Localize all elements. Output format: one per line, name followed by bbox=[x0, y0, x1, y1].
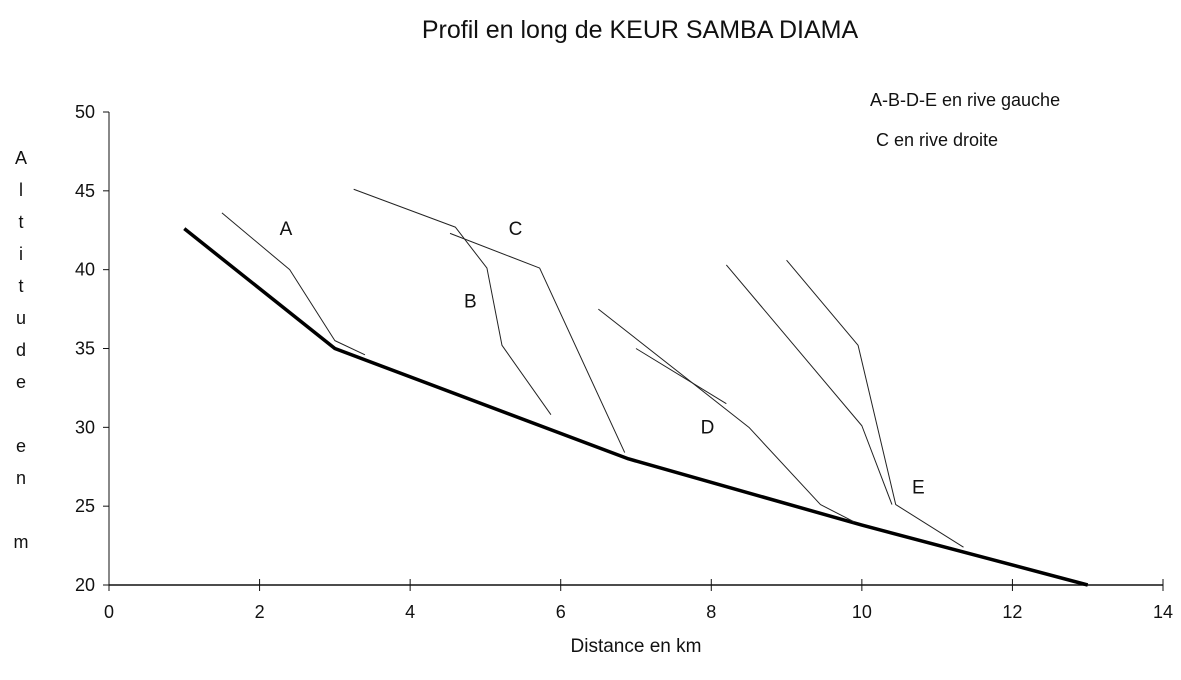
x-tick-label: 10 bbox=[852, 602, 872, 622]
line-label: D bbox=[701, 418, 715, 439]
y-tick-label: 35 bbox=[75, 339, 95, 359]
line-label: A bbox=[280, 219, 293, 240]
profile-line bbox=[183, 227, 1089, 587]
line-label: E bbox=[912, 478, 925, 499]
y-tick-label: 50 bbox=[75, 102, 95, 122]
y-tick-label: 25 bbox=[75, 496, 95, 516]
profile-line bbox=[635, 348, 727, 405]
x-tick-label: 2 bbox=[255, 602, 265, 622]
profile-line bbox=[725, 264, 893, 505]
x-tick-label: 12 bbox=[1002, 602, 1022, 622]
y-tick-label: 45 bbox=[75, 181, 95, 201]
y-tick-label: 30 bbox=[75, 417, 95, 437]
profile-line bbox=[221, 212, 366, 356]
note: C en rive droite bbox=[876, 130, 998, 150]
y-tick-label: 20 bbox=[75, 575, 95, 595]
line-label: B bbox=[464, 292, 477, 313]
profile-line bbox=[353, 188, 552, 416]
x-tick-label: 0 bbox=[104, 602, 114, 622]
note: A-B-D-E en rive gauche bbox=[870, 90, 1060, 110]
x-axis-label: Distance en km bbox=[571, 636, 702, 657]
line-label: C bbox=[509, 219, 523, 240]
x-tick-label: 14 bbox=[1153, 602, 1173, 622]
y-axis-label: Altitude en m bbox=[11, 148, 31, 564]
y-tick-label: 40 bbox=[75, 260, 95, 280]
x-tick-label: 6 bbox=[556, 602, 566, 622]
profile-line bbox=[598, 308, 855, 523]
x-tick-label: 4 bbox=[405, 602, 415, 622]
profile-line bbox=[786, 259, 964, 548]
chart-title: Profil en long de KEUR SAMBA DIAMA bbox=[422, 16, 859, 44]
x-tick-label: 8 bbox=[706, 602, 716, 622]
profile-line bbox=[449, 232, 626, 453]
